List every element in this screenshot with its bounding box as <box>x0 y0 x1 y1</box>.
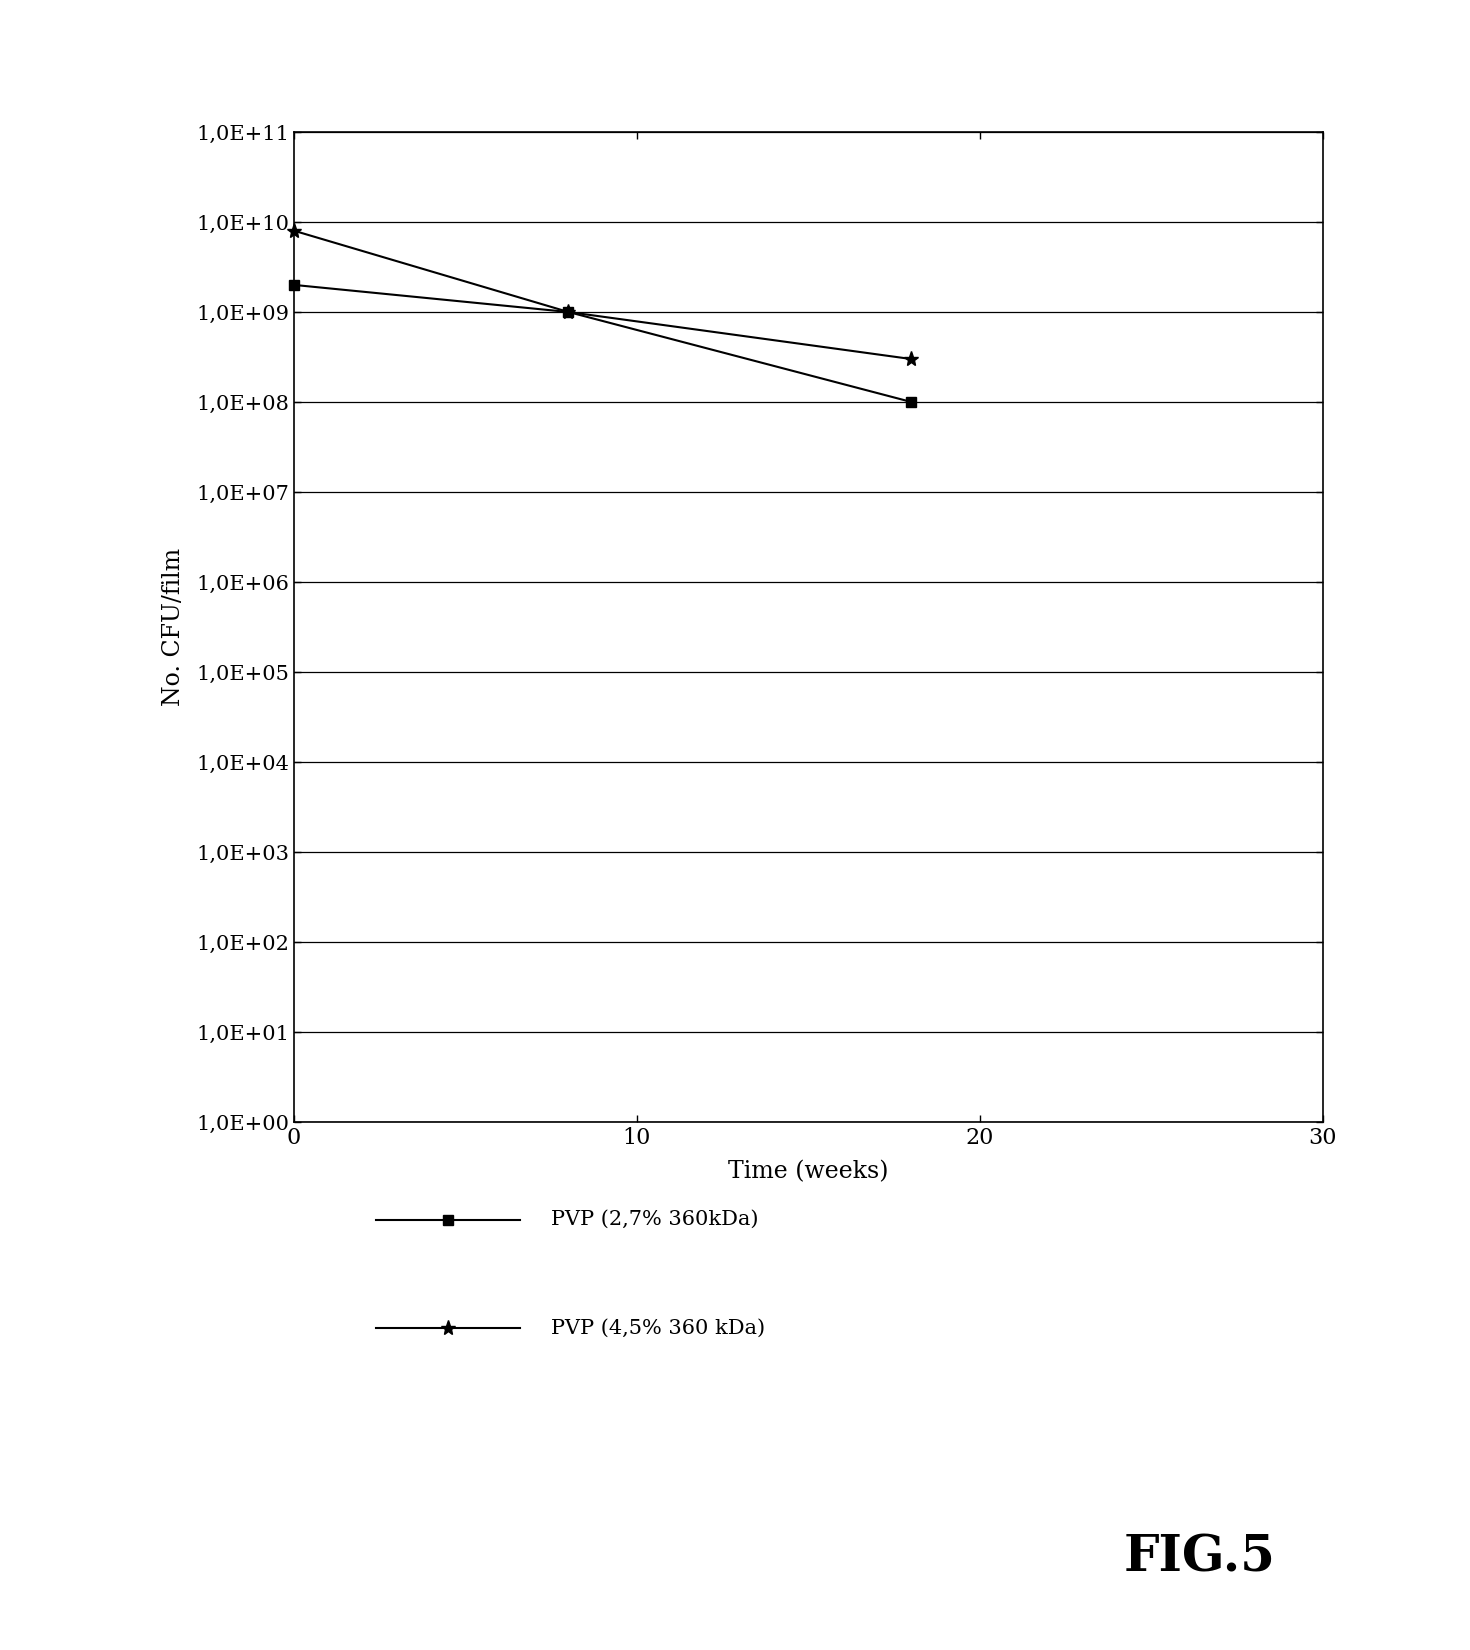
Text: PVP (4,5% 360 kDa): PVP (4,5% 360 kDa) <box>551 1318 766 1338</box>
Text: FIG.5: FIG.5 <box>1123 1534 1276 1582</box>
Y-axis label: No. CFU/film: No. CFU/film <box>162 548 185 706</box>
X-axis label: Time (weeks): Time (weeks) <box>728 1160 889 1183</box>
Text: PVP (2,7% 360kDa): PVP (2,7% 360kDa) <box>551 1209 759 1229</box>
